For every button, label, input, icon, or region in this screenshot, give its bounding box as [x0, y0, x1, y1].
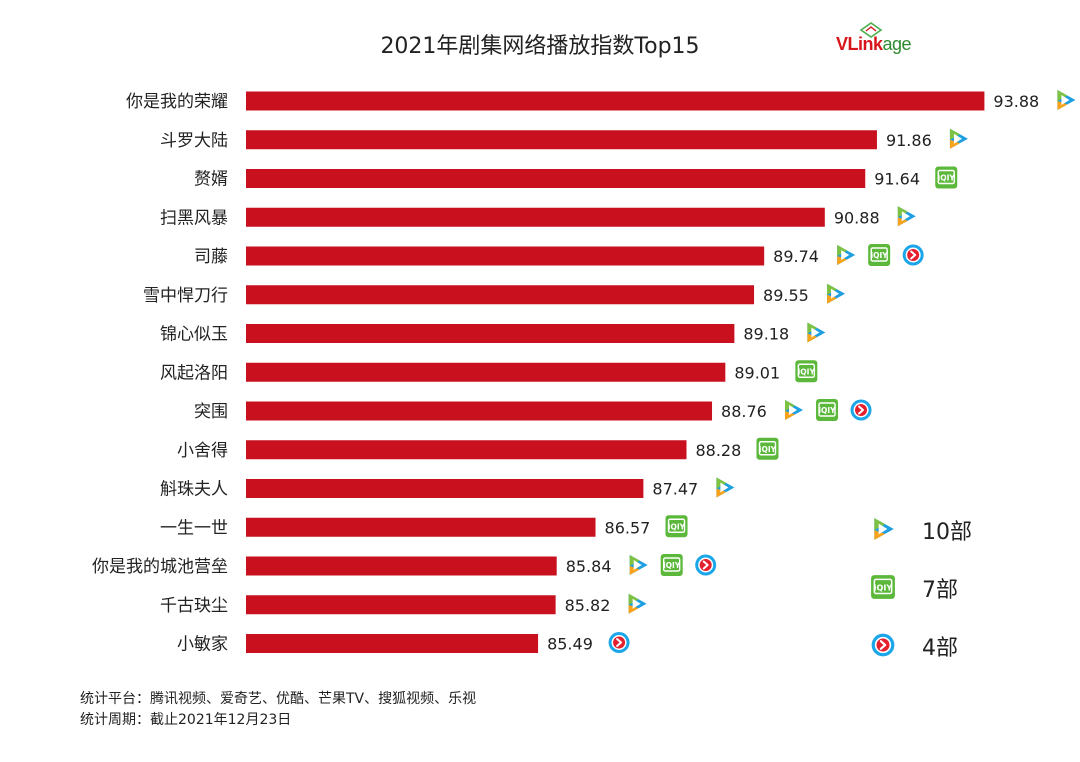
value-label: 91.86 [886, 131, 932, 150]
bar [246, 169, 866, 188]
category-label: 斗罗大陆 [160, 131, 228, 151]
tencent-video-icon [949, 128, 968, 149]
category-label: 锦心似玉 [160, 325, 228, 345]
bar [246, 285, 755, 305]
bar [246, 556, 557, 576]
category-label: 赘婿 [194, 170, 228, 190]
tencent-video-icon [629, 555, 648, 575]
tencent-video-icon [807, 322, 826, 343]
category-label: 一生一世 [160, 518, 228, 538]
svg-text:iQIY: iQIY [759, 445, 777, 454]
category-label: 你是我的荣耀 [126, 92, 228, 112]
tencent-video-icon [1057, 90, 1076, 110]
chart-title: 2021年剧集网络播放指数Top15 [380, 34, 700, 59]
svg-text:iQIY: iQIY [874, 582, 893, 592]
iqiyi-icon: iQIY [868, 244, 891, 266]
value-label: 89.74 [773, 247, 819, 266]
category-label: 突围 [194, 402, 228, 422]
tencent-video-icon [827, 283, 846, 304]
category-label: 你是我的城池营垒 [92, 557, 228, 577]
bar [246, 401, 713, 421]
value-label: 88.28 [695, 441, 741, 460]
category-label: 小舍得 [177, 441, 228, 461]
bar [246, 595, 556, 615]
value-label: 89.01 [734, 363, 780, 382]
svg-text:iQIY: iQIY [668, 522, 686, 531]
category-label: 雪中悍刀行 [143, 286, 228, 306]
footer-platforms: 统计平台：腾讯视频、爱奇艺、优酷、芒果TV、搜狐视频、乐视 [80, 691, 477, 707]
legend-label: 10部 [922, 520, 972, 545]
bar [246, 440, 687, 460]
bar [246, 207, 825, 227]
bar [246, 479, 644, 498]
tencent-video-icon [870, 516, 896, 546]
youku-icon [850, 399, 872, 421]
bar [246, 130, 877, 150]
youku-icon [608, 632, 630, 653]
category-label: 司藤 [194, 247, 228, 267]
iqiyi-icon: iQIY [756, 437, 779, 460]
value-label: 90.88 [834, 208, 880, 227]
value-label: 89.18 [743, 325, 789, 344]
bar-chart: 你是我的荣耀 93.88 斗罗大陆 91.86 赘婿 91.64 iQIY 扫黑风暴 9… [92, 90, 1076, 655]
footer-period: 统计周期：截止2021年12月23日 [80, 712, 292, 728]
svg-text:iQIY: iQIY [871, 251, 889, 260]
iqiyi-icon: iQIY [665, 515, 688, 538]
bar [246, 517, 596, 537]
value-label: 85.84 [566, 557, 612, 576]
iqiyi-icon: iQIY [870, 574, 896, 604]
vlinkage-logo: VLinkage [836, 22, 936, 60]
value-label: 85.49 [547, 635, 593, 654]
bar [246, 91, 985, 111]
category-label: 风起洛阳 [160, 363, 228, 383]
bar [246, 324, 735, 343]
bar [246, 634, 539, 653]
value-label: 86.57 [605, 518, 651, 537]
legend-label: 7部 [922, 578, 958, 603]
category-label: 扫黑风暴 [160, 208, 228, 228]
category-label: 斛珠夫人 [160, 480, 228, 500]
youku-icon [902, 244, 924, 266]
value-label: 93.88 [993, 92, 1039, 111]
iqiyi-icon: iQIY [816, 399, 839, 421]
tencent-video-icon [837, 245, 856, 265]
iqiyi-icon: iQIY [660, 554, 683, 576]
youku-icon [695, 554, 717, 576]
value-label: 88.76 [721, 402, 767, 421]
bar [246, 246, 765, 266]
youku-icon [870, 632, 896, 662]
value-label: 85.82 [565, 596, 611, 615]
category-label: 小敏家 [177, 635, 228, 655]
value-label: 89.55 [763, 286, 809, 305]
value-label: 91.64 [874, 170, 920, 189]
svg-text:iQIY: iQIY [798, 367, 816, 376]
bar [246, 362, 726, 382]
tencent-video-icon [628, 593, 647, 614]
svg-text:iQIY: iQIY [938, 174, 956, 183]
iqiyi-icon: iQIY [795, 360, 818, 383]
tencent-video-icon [785, 400, 804, 420]
value-label: 87.47 [652, 480, 698, 499]
category-label: 千古玦尘 [160, 596, 228, 616]
svg-text:iQIY: iQIY [818, 406, 836, 415]
tencent-video-icon [716, 477, 735, 498]
svg-text:iQIY: iQIY [663, 561, 681, 570]
tencent-video-icon [897, 206, 916, 227]
iqiyi-icon: iQIY [935, 166, 958, 189]
logo-mark-icon [859, 22, 883, 38]
legend-label: 4部 [922, 636, 958, 661]
